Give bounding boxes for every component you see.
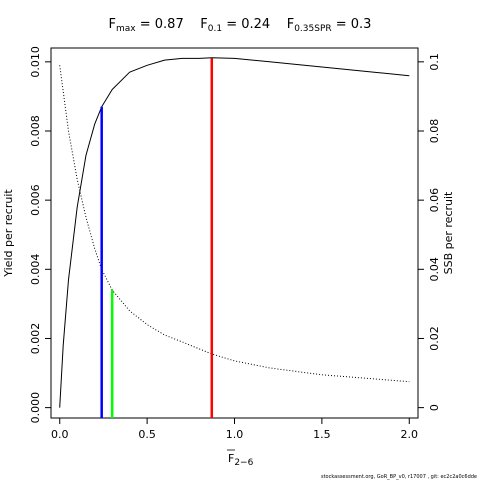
chart-title: Fmax = 0.87 F0.1 = 0.24 F0.35SPR = 0.3 [109, 17, 372, 34]
title-part-sub: 0.1 [208, 24, 222, 34]
yield-per-recruit-line [59, 57, 410, 408]
x-tick-label: 0.0 [51, 428, 69, 441]
title-part-value: = 0.24 [222, 17, 270, 32]
title-part-base: F [287, 17, 294, 32]
y-left-tick-label: 0.002 [29, 323, 42, 355]
y-right-tick-label: 0.06 [428, 188, 441, 213]
title-part-sub: 0.35SPR [294, 24, 331, 34]
x-tick-label: 1.5 [313, 428, 331, 441]
x-axis-label: F2−6 [227, 449, 254, 468]
y-axis-right: 0 0.02 0.04 0.06 0.08 0.1 [418, 53, 441, 411]
reference-lines [100, 58, 214, 418]
ssb-per-recruit-line [59, 65, 410, 383]
y-left-tick-label: 0.008 [29, 115, 42, 147]
title-part-value: = 0.87 [136, 17, 184, 32]
title-part-base: F [109, 17, 116, 32]
title-part-value: = 0.3 [332, 17, 372, 32]
x-tick-label: 1.0 [226, 428, 244, 441]
y-left-tick-label: 0.006 [29, 184, 42, 216]
series-group [59, 57, 410, 408]
x-axis: 0.0 0.5 1.0 1.5 2.0 [51, 418, 418, 441]
y-axis-label-left: Yield per recruit [2, 189, 15, 278]
footer-note: stockassessment.org, GoR_BP_v0, r17007 ,… [321, 474, 477, 480]
x-tick-label: 0.5 [138, 428, 156, 441]
y-axis-label-right: SSB per recruit [442, 191, 455, 274]
y-left-tick-label: 0.000 [29, 392, 42, 424]
y-right-tick-label: 0 [428, 404, 441, 411]
y-right-tick-label: 0.02 [428, 326, 441, 351]
plot-frame [50, 47, 419, 419]
x-label-text: F2−6 [228, 452, 254, 468]
y-axis-left: 0.000 0.002 0.004 0.006 0.008 0.010 [29, 46, 51, 423]
title-part-base: F [200, 17, 207, 32]
y-left-tick-label: 0.004 [29, 254, 42, 286]
title-text: Fmax = 0.87 F0.1 = 0.24 F0.35SPR = 0.3 [109, 17, 372, 34]
y-right-tick-label: 0.04 [428, 257, 441, 282]
y-right-tick-label: 0.08 [428, 119, 441, 144]
title-part-sub: max [116, 24, 136, 34]
x-tick-label: 2.0 [401, 428, 419, 441]
y-left-tick-label: 0.010 [29, 46, 42, 77]
y-right-tick-label: 0.1 [428, 53, 441, 70]
